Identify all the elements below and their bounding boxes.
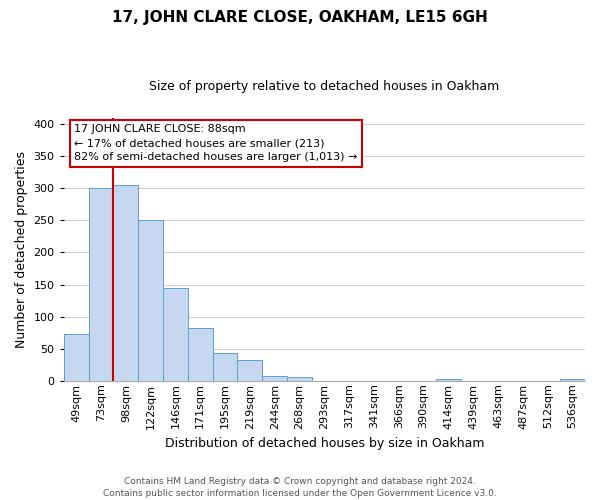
Bar [436,380,461,381]
Text: 17, JOHN CLARE CLOSE, OAKHAM, LE15 6GH: 17, JOHN CLARE CLOSE, OAKHAM, LE15 6GH [112,10,488,25]
Bar [238,360,262,381]
Bar [163,288,188,381]
Bar [64,334,89,381]
Text: Contains HM Land Registry data © Crown copyright and database right 2024.
Contai: Contains HM Land Registry data © Crown c… [103,476,497,498]
Text: 17 JOHN CLARE CLOSE: 88sqm
← 17% of detached houses are smaller (213)
82% of sem: 17 JOHN CLARE CLOSE: 88sqm ← 17% of deta… [74,124,358,162]
Y-axis label: Number of detached properties: Number of detached properties [15,151,28,348]
X-axis label: Distribution of detached houses by size in Oakham: Distribution of detached houses by size … [164,437,484,450]
Bar [113,185,138,381]
Bar [560,380,585,381]
Title: Size of property relative to detached houses in Oakham: Size of property relative to detached ho… [149,80,499,93]
Bar [188,328,212,381]
Bar [138,220,163,381]
Bar [212,352,238,381]
Bar [287,377,312,381]
Bar [262,376,287,381]
Bar [89,188,113,381]
